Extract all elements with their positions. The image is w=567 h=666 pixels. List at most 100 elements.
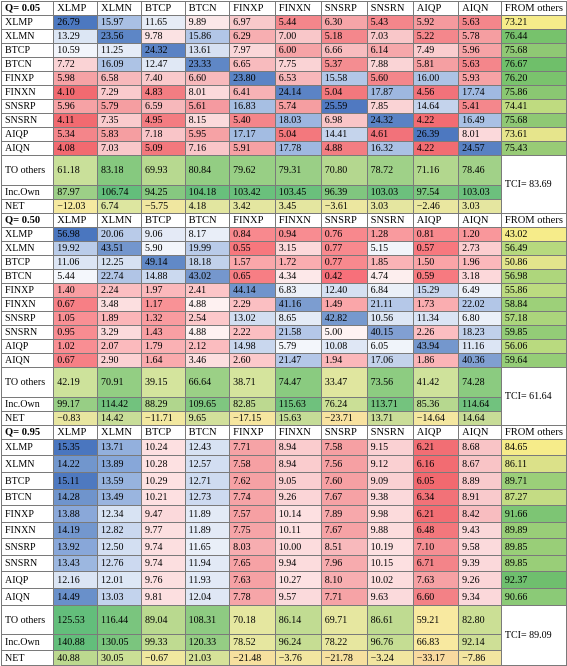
- column-header: SNSRP: [320, 1, 368, 16]
- value-cell: 5.61: [184, 99, 231, 114]
- inc-own-cell: 82.85: [229, 397, 276, 412]
- inc-own-label: Inc.Own: [0, 185, 55, 200]
- value-cell: 9.47: [141, 505, 186, 523]
- to-others-cell: 61.18: [53, 155, 98, 186]
- inc-own-cell: 130.05: [96, 634, 143, 651]
- table-row: XLMN 19.92 43.51 5.90 19.99 0.55 3.15 0.77 5.15 0…: [0, 241, 567, 256]
- net-label: NET: [0, 411, 55, 426]
- value-cell: 8.42: [458, 505, 502, 523]
- value-cell: 6.29: [229, 29, 276, 44]
- value-cell: 5.60: [366, 71, 414, 86]
- table-row: BTCN 14.28 13.49 10.21 12.73 7.74 9.26 7.67 9.38…: [0, 489, 567, 506]
- value-cell: 6.48: [412, 522, 460, 539]
- value-cell: 7.67: [320, 522, 368, 539]
- value-cell: 17.74: [458, 85, 502, 100]
- row-label: SNSRP: [0, 99, 55, 114]
- value-cell: 5.93: [458, 71, 502, 86]
- net-label: NET: [0, 199, 55, 214]
- tci-value: TCI= 89.09: [500, 605, 567, 666]
- value-cell: 49.14: [141, 255, 186, 270]
- table-row: AIQN 14.49 13.03 9.81 12.04 7.78 9.57 7.71 9.63 6…: [0, 588, 567, 606]
- value-cell: 0.81: [412, 227, 460, 242]
- net-cell: −14.64: [412, 411, 460, 426]
- inc-own-cell: 78.22: [320, 634, 368, 651]
- value-cell: 8.01: [458, 127, 502, 142]
- value-cell: 8.89: [458, 472, 502, 490]
- from-others-cell: 59.64: [500, 353, 567, 368]
- inc-own-cell: 140.88: [53, 634, 98, 651]
- to-others-cell: 70.91: [96, 367, 143, 398]
- net-cell: 3.42: [229, 199, 276, 214]
- value-cell: 7.78: [229, 588, 276, 606]
- value-cell: 12.82: [96, 522, 143, 539]
- value-cell: 9.26: [458, 571, 502, 589]
- value-cell: 17.06: [366, 353, 414, 368]
- value-cell: 4.74: [366, 269, 414, 284]
- from-others-cell: 76.20: [500, 71, 567, 86]
- value-cell: 1.73: [412, 297, 460, 312]
- inc-own-row: Inc.Own 87.97 106.74 94.25 104.18 103.42 103.4…: [0, 185, 567, 200]
- to-others-cell: 74.28: [458, 367, 502, 398]
- value-cell: 4.56: [412, 85, 460, 100]
- value-cell: 11.89: [184, 505, 231, 523]
- value-cell: 12.73: [184, 489, 231, 506]
- from-others-cell: 55.86: [500, 283, 567, 298]
- value-cell: 11.65: [141, 15, 186, 30]
- from-others-cell: 57.18: [500, 311, 567, 326]
- row-label: BTCP: [0, 43, 55, 58]
- column-header: AIQN: [458, 1, 502, 16]
- value-cell: 10.19: [366, 538, 414, 556]
- value-cell: 5.15: [366, 241, 414, 256]
- from-others-cell: 73.61: [500, 127, 567, 142]
- row-label: BTCN: [0, 489, 55, 506]
- value-cell: 7.35: [96, 113, 143, 128]
- column-header: XLMP: [53, 425, 98, 440]
- value-cell: 8.94: [274, 455, 322, 473]
- value-cell: 24.14: [274, 85, 322, 100]
- value-cell: 21.47: [274, 353, 322, 368]
- inc-own-cell: 103.42: [229, 185, 276, 200]
- value-cell: 1.96: [458, 255, 502, 270]
- value-cell: 7.89: [320, 505, 368, 523]
- value-cell: 1.89: [96, 311, 143, 326]
- value-cell: 3.15: [274, 241, 322, 256]
- row-label: AIQP: [0, 571, 55, 589]
- from-others-cell: 56.06: [500, 339, 567, 354]
- value-cell: 7.88: [366, 57, 414, 72]
- column-header: SNSRP: [320, 425, 368, 440]
- column-header: BTCP: [141, 425, 186, 440]
- value-cell: 6.84: [366, 283, 414, 298]
- inc-own-cell: 76.24: [320, 397, 368, 412]
- from-others-cell: 74.41: [500, 99, 567, 114]
- table-row: AIQN 0.67 2.90 1.64 3.46 2.60 21.47 1.94 17.06 1.…: [0, 353, 567, 368]
- inc-own-cell: 87.97: [53, 185, 98, 200]
- net-cell: −2.46: [412, 199, 460, 214]
- column-header: FROM others: [500, 213, 567, 228]
- quantile-label: Q= 0.95: [0, 425, 55, 440]
- value-cell: 17.17: [229, 127, 276, 142]
- value-cell: 5.96: [53, 99, 98, 114]
- value-cell: 5.98: [53, 71, 98, 86]
- column-header: AIQP: [412, 1, 460, 16]
- value-cell: 5.63: [458, 57, 502, 72]
- value-cell: 8.51: [320, 538, 368, 556]
- value-cell: 1.72: [274, 255, 322, 270]
- value-cell: 1.64: [141, 353, 186, 368]
- row-label: SNSRN: [0, 555, 55, 572]
- column-header: AIQP: [412, 213, 460, 228]
- to-others-row: TO others 61.18 83.18 69.93 80.84 79.62 79.31 7…: [0, 155, 567, 214]
- value-cell: 6.71: [412, 555, 460, 572]
- inc-own-cell: 113.71: [366, 397, 414, 412]
- net-cell: −11.71: [141, 411, 186, 426]
- value-cell: 5.92: [412, 15, 460, 30]
- value-cell: 5.79: [96, 99, 143, 114]
- value-cell: 13.43: [53, 555, 98, 572]
- net-cell: 14.64: [458, 411, 502, 426]
- value-cell: 4.08: [53, 141, 98, 156]
- value-cell: 8.67: [458, 455, 502, 473]
- table-row: AIQP 5.34 5.83 7.18 5.95 17.17 5.04 14.41 4.61 26…: [0, 127, 567, 142]
- value-cell: 6.83: [274, 283, 322, 298]
- to-others-cell: 79.62: [229, 155, 276, 186]
